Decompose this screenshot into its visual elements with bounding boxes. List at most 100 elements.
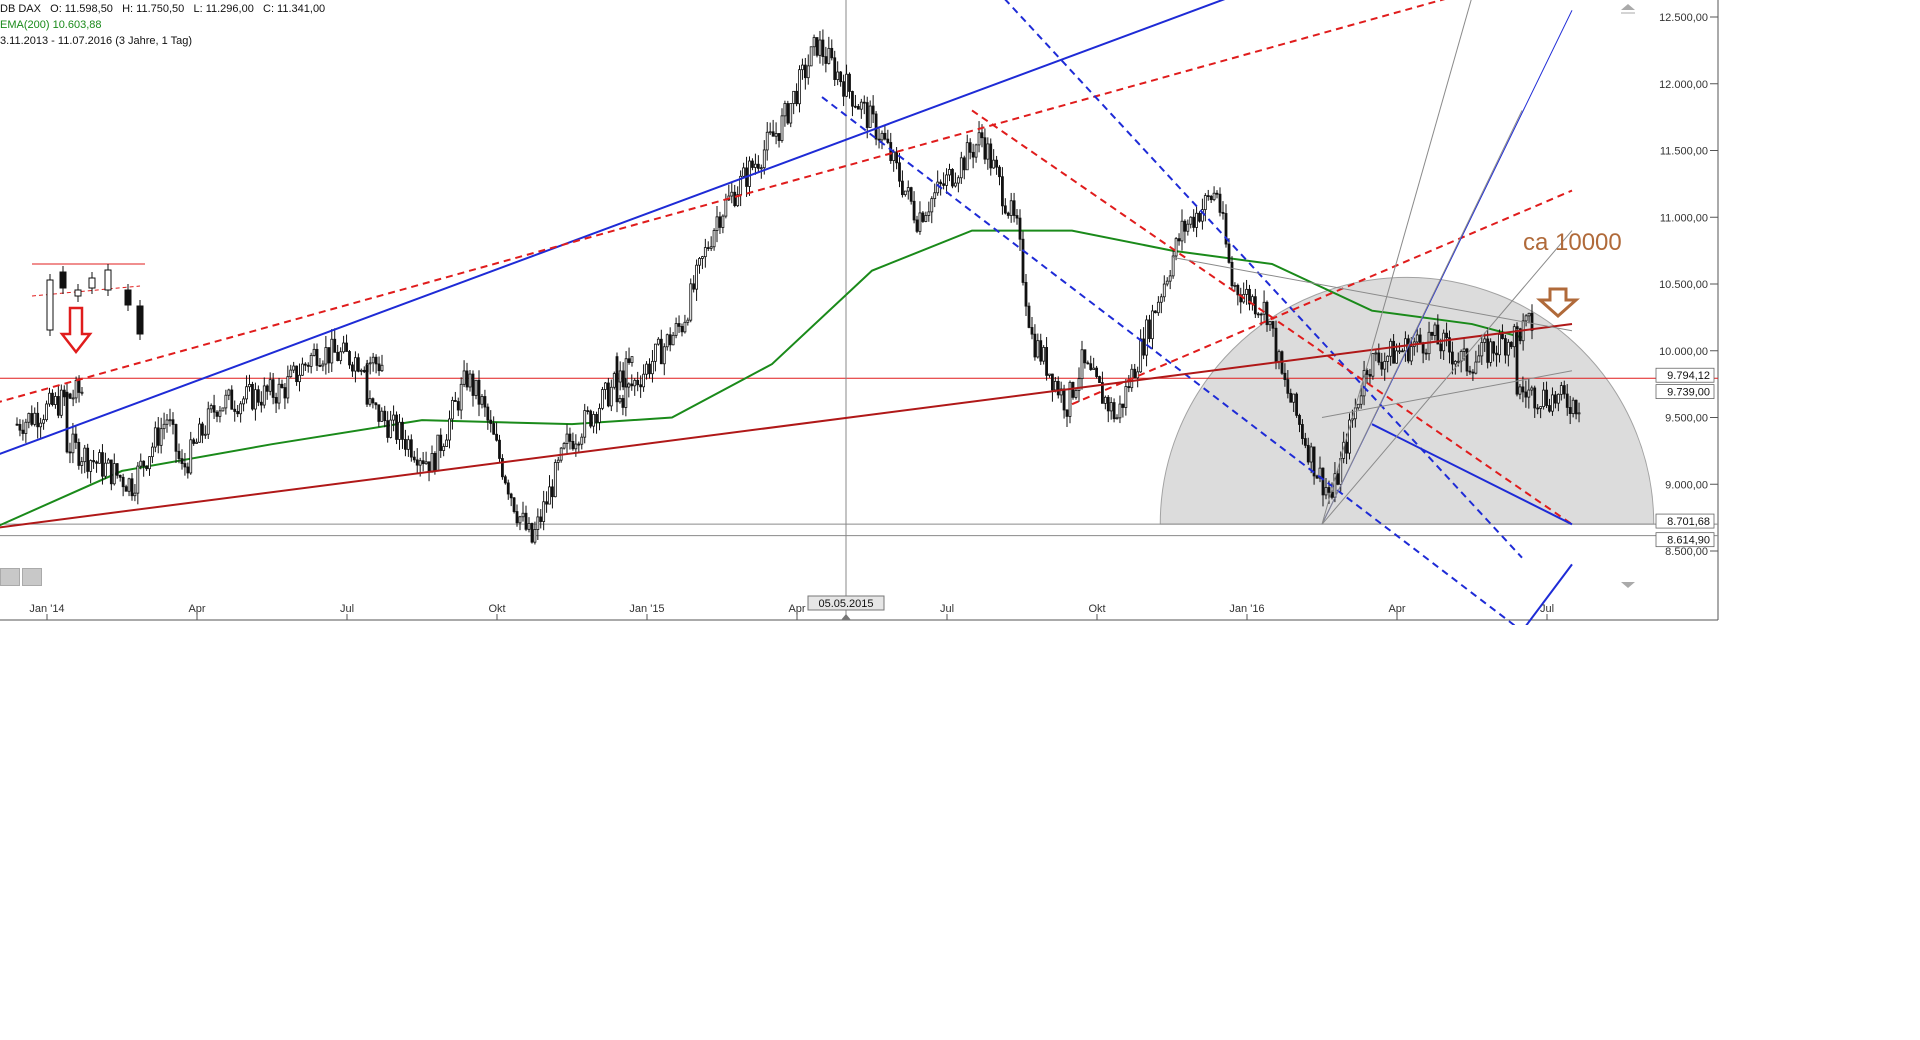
candle-body: [971, 151, 975, 158]
candle-body: [974, 144, 978, 158]
candle-body: [1509, 341, 1513, 348]
candle-body: [86, 447, 90, 472]
candle-body: [930, 198, 934, 213]
candle-body: [709, 246, 713, 249]
dax-chart[interactable]: 12.500,00 12.000,00 11.500,00 11.000,00 10.5…: [0, 0, 1720, 625]
candle-body: [277, 383, 281, 404]
candle-body: [756, 163, 760, 169]
candle-body: [724, 199, 728, 217]
target-annotation: ca 10000: [1523, 229, 1622, 256]
candle-body: [539, 516, 543, 522]
candle-body: [189, 439, 193, 474]
candle-body: [1053, 380, 1057, 391]
candle-body: [662, 346, 666, 365]
candle-body: [18, 424, 22, 431]
candle-body: [983, 137, 987, 160]
candle-body: [239, 403, 243, 415]
candle-body: [659, 338, 663, 365]
candle-body: [568, 433, 572, 442]
candle-body: [1377, 352, 1381, 363]
half-circle-zone: [1159, 277, 1655, 525]
candle-body: [118, 474, 122, 478]
candle-body: [1186, 223, 1190, 232]
candle-body: [1398, 350, 1401, 353]
candle-body: [362, 369, 366, 373]
candle-body: [442, 446, 446, 451]
candle-body: [1236, 284, 1240, 296]
candle-body: [1115, 417, 1119, 420]
candle-body: [348, 351, 351, 366]
candle-body: [1027, 305, 1031, 328]
candle-body: [836, 71, 840, 80]
trendline-11: [1321, 370, 1573, 418]
candle-body: [865, 102, 869, 128]
x-tick-label: Jan '14: [29, 603, 64, 615]
candle-body: [377, 404, 381, 422]
candle-body: [1139, 338, 1143, 373]
candle-body: [133, 492, 137, 497]
candle-body: [174, 424, 178, 452]
candle-body: [848, 73, 851, 92]
trendline-10: [1171, 256, 1573, 332]
candle-body: [1462, 348, 1466, 352]
candle-body: [27, 413, 31, 423]
candle-body: [306, 364, 310, 367]
candle-body: [618, 398, 622, 403]
candle-body: [1083, 349, 1087, 364]
candle-body: [371, 356, 375, 364]
candle-body: [962, 157, 966, 171]
x-tick-label: Okt: [1088, 603, 1105, 615]
candle-body: [1389, 340, 1393, 357]
trendline-0: [0, 0, 1226, 455]
candle-body: [774, 133, 778, 137]
candle-body: [842, 81, 845, 97]
candle-body: [518, 516, 522, 524]
candle-body: [586, 410, 590, 412]
trendline-2: [1004, 0, 1523, 559]
inset-candle-body: [46, 279, 54, 331]
candle-body: [380, 364, 384, 372]
candle-body: [21, 429, 25, 434]
candle-body: [259, 401, 263, 406]
chart-area[interactable]: 12.500,00 12.000,00 11.500,00 11.000,00 10.5…: [0, 0, 1720, 625]
candle-body: [980, 132, 984, 139]
candle-body: [592, 414, 595, 427]
candle-body: [630, 356, 634, 363]
candle-body: [1098, 376, 1101, 383]
open-value: O: 11.598,50: [50, 3, 113, 15]
cursor-marker-icon: [841, 614, 851, 620]
candle-body: [145, 465, 148, 470]
candle-body: [1021, 238, 1025, 283]
candle-body: [80, 461, 84, 466]
candle-body: [192, 439, 196, 444]
candle-body: [515, 511, 519, 524]
candle-body: [1109, 402, 1113, 412]
candle-body: [1348, 419, 1351, 454]
candle-body: [1048, 373, 1051, 376]
candle-body: [1386, 355, 1390, 362]
candle-body: [986, 143, 990, 160]
candle-body: [621, 398, 625, 408]
zoom-out-button[interactable]: [22, 568, 42, 586]
candle-body: [1230, 262, 1234, 287]
candle-body: [1568, 407, 1572, 414]
candle-body: [601, 389, 604, 409]
candle-body: [1498, 334, 1501, 356]
candle-body: [783, 103, 787, 117]
candle-body: [1201, 209, 1204, 222]
x-tick-label: Apr: [788, 603, 805, 615]
candle-body: [1218, 193, 1222, 213]
candle-body: [1227, 243, 1231, 263]
candle-body: [1530, 387, 1534, 391]
price-label: 8.701,68: [1667, 516, 1710, 528]
inset-candle-body: [59, 271, 67, 289]
candle-body: [665, 334, 669, 348]
candle-body: [1474, 361, 1478, 374]
price-label-box: [1655, 384, 1715, 399]
candle-body: [112, 463, 116, 485]
inset-candle-body: [124, 289, 132, 306]
zoom-in-button[interactable]: [0, 568, 20, 586]
candle-body: [456, 401, 460, 411]
candle-body: [1068, 381, 1072, 417]
candle-body: [915, 219, 919, 232]
